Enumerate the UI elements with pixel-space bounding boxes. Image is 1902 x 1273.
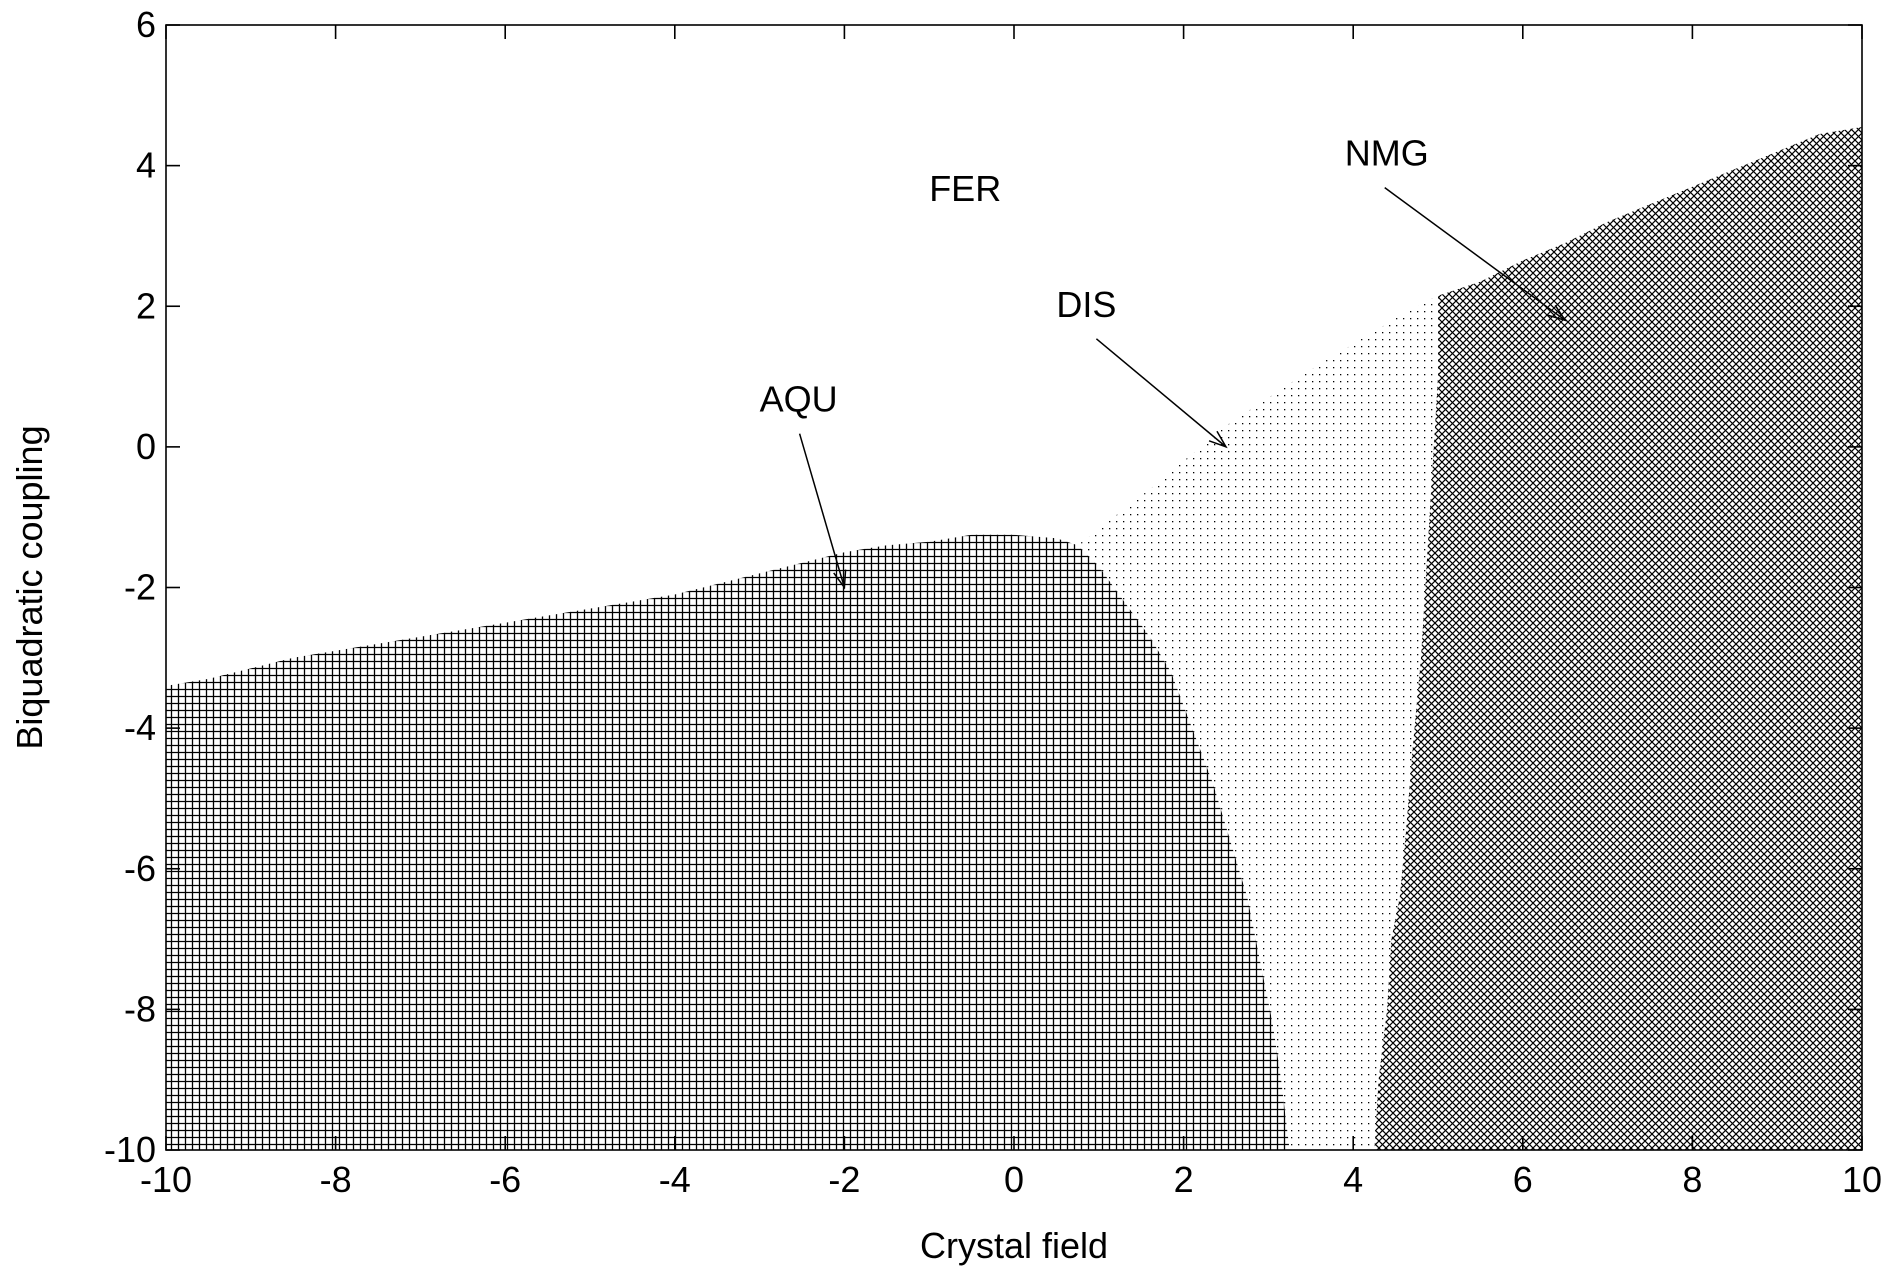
arrowhead-dis <box>1208 430 1228 449</box>
arrow-aqu <box>798 433 846 588</box>
y-tick-labels: -10 -8 -6 -4 -2 0 2 4 6 <box>104 4 156 1170</box>
y-tick-label: 6 <box>136 4 156 45</box>
phase-annotations: FER AQU DIS NMG <box>760 133 1567 590</box>
y-tick-label: 0 <box>136 426 156 467</box>
phase-region-aqu <box>166 534 1290 1150</box>
x-tick-label: -4 <box>659 1159 691 1200</box>
arrowhead-aqu <box>833 569 847 590</box>
phase-label-dis: DIS <box>1056 284 1116 325</box>
y-tick-label: -2 <box>124 567 156 608</box>
y-tick-label: -6 <box>124 848 156 889</box>
x-tick-label: -8 <box>320 1159 352 1200</box>
phase-label-aqu: AQU <box>760 379 838 420</box>
y-tick-label: -4 <box>124 707 156 748</box>
phase-region-nmg <box>1374 127 1862 1150</box>
y-axis-label: Biquadratic coupling <box>9 425 50 749</box>
x-tick-label: 4 <box>1343 1159 1363 1200</box>
x-tick-labels: -10 -8 -6 -4 -2 0 2 4 6 8 10 <box>140 1159 1882 1200</box>
phase-regions <box>166 127 1862 1150</box>
x-tick-label: -2 <box>828 1159 860 1200</box>
phase-label-fer: FER <box>929 168 1001 209</box>
y-tick-label: 4 <box>136 145 156 186</box>
x-tick-label: 6 <box>1513 1159 1533 1200</box>
arrow-nmg <box>1384 187 1566 321</box>
axis-ticks <box>165 24 1863 1151</box>
arrowhead-nmg <box>1547 304 1567 322</box>
phase-label-nmg: NMG <box>1345 133 1429 174</box>
x-axis-label: Crystal field <box>920 1225 1108 1266</box>
y-tick-label: 2 <box>136 285 156 326</box>
x-tick-label: 8 <box>1682 1159 1702 1200</box>
x-tick-label: -10 <box>140 1159 192 1200</box>
x-tick-label: 0 <box>1004 1159 1024 1200</box>
arrow-dis <box>1095 338 1227 448</box>
x-tick-label: -6 <box>489 1159 521 1200</box>
x-tick-label: 10 <box>1842 1159 1882 1200</box>
x-tick-label: 2 <box>1174 1159 1194 1200</box>
y-tick-label: -10 <box>104 1129 156 1170</box>
phase-region-dis <box>1077 295 1438 1150</box>
y-tick-label: -8 <box>124 988 156 1029</box>
